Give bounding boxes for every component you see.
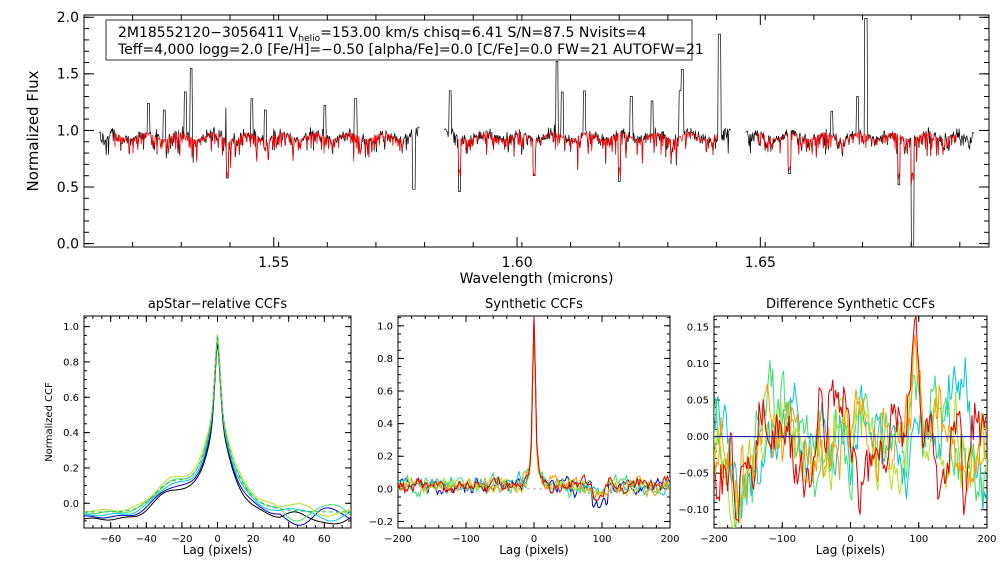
x-axis-label: Wavelength (microns) <box>460 271 614 287</box>
y-tick-label: 0.15 <box>687 322 709 333</box>
y-tick-label: 0.5 <box>57 180 79 196</box>
model-spectrum-chip-1 <box>114 131 405 179</box>
diff-series-diff-5 <box>714 316 987 524</box>
x-tick-label: 1.65 <box>745 255 776 271</box>
x-tick-label: 200 <box>977 534 996 545</box>
x-tick-label: 200 <box>660 534 679 545</box>
x-axis-label: Lag (pixels) <box>183 543 253 557</box>
ccf-series-ccf-1 <box>84 342 351 525</box>
apstar-ccf-panel: −60 −40 −20 0 20 40 60 0.0 0.2 0.4 0.6 0.8 1.0 Lag (p… <box>44 297 352 557</box>
star-id: 2M18552120−3056411 <box>118 25 289 41</box>
plot-frame <box>83 14 990 248</box>
y-tick-label: 0.2 <box>377 452 393 463</box>
y-tick-label: 0.05 <box>687 396 709 407</box>
x-tick-label: 100 <box>592 534 611 545</box>
diff-series-diff-4 <box>714 334 987 512</box>
y-tick-label: 0.4 <box>377 419 393 430</box>
y-tick-label: 0.2 <box>63 463 79 474</box>
x-tick-label: 1.55 <box>258 255 289 271</box>
y-tick-label: 0.4 <box>63 428 79 439</box>
ccf-series-visit-1 <box>398 324 670 509</box>
x-axis-label: Lag (pixels) <box>499 543 569 557</box>
y-tick-label: 0.8 <box>63 357 79 368</box>
x-tick-label: 0 <box>214 534 220 545</box>
y-axis-label: Normalized Flux <box>24 70 42 191</box>
y-tick-label: 1.5 <box>57 67 79 83</box>
panel-title: Synthetic CCFs <box>485 297 583 312</box>
x-tick-label: −60 <box>100 534 121 545</box>
y-tick-label: 0.0 <box>63 499 79 510</box>
x-tick-label: 1.60 <box>501 255 532 271</box>
vhelio-subscript: helio <box>298 34 320 44</box>
x-axis-label: Lag (pixels) <box>816 543 886 557</box>
ccf-series-visit-4 <box>398 329 670 498</box>
x-tick-label: 40 <box>282 534 295 545</box>
spectrum-panel: 1.55 1.60 1.65 0.0 0.5 1.0 1.5 2.0 Wavelength (m… <box>24 10 990 287</box>
ccf-series-ccf-3 <box>84 336 351 522</box>
y-tick-label: 0.6 <box>63 393 79 404</box>
y-tick-label: 1.0 <box>63 322 79 333</box>
x-tick-label: 100 <box>909 534 928 545</box>
ccf-series-ccf-2 <box>84 339 351 526</box>
x-tick-label: 0 <box>847 534 853 545</box>
y-tick-label: −0.2 <box>369 517 393 528</box>
info-line-1: 2M18552120−3056411 Vhelio=153.00 km/s ch… <box>118 25 646 44</box>
model-spectrum-chip-2 <box>457 131 718 180</box>
y-tick-label: 1.0 <box>377 321 393 332</box>
x-tick-label: −20 <box>171 534 192 545</box>
x-tick-label: −40 <box>136 534 157 545</box>
y-tick-label: 0.8 <box>377 354 393 365</box>
y-tick-label: 0.00 <box>687 432 709 443</box>
synthetic-ccf-panel: −200 −100 0 100 200 −0.2 0.0 0.2 0.4 0.6 0.8 1.0 Lag… <box>369 297 680 557</box>
plot-frame <box>83 315 352 529</box>
y-tick-label: 2.0 <box>57 10 79 26</box>
y-tick-label: 0.0 <box>57 237 79 253</box>
info-line-2: Teff=4,000 logg=2.0 [Fe/H]=−0.50 [alpha/… <box>117 42 704 58</box>
x-tick-label: 60 <box>318 534 331 545</box>
observed-spectrum-chip-1 <box>98 67 420 190</box>
y-tick-label: 0.6 <box>377 387 393 398</box>
ccf-series-visit-6 <box>398 316 670 501</box>
ccf-traces <box>84 334 351 526</box>
spectrum-traces <box>98 18 975 247</box>
ccf-series-model <box>84 335 351 513</box>
y-axis-label: Normalized CCF <box>44 382 55 462</box>
x-tick-label: −200 <box>384 534 411 545</box>
model-spectrum-chip-3 <box>756 131 957 185</box>
fit-stats: =153.00 km/s chisq=6.41 S/N=87.5 Nvisits… <box>320 25 646 41</box>
y-tick-label: −0.10 <box>678 505 709 516</box>
ccf-series-ccf-4 <box>84 335 351 522</box>
info-box <box>105 19 693 61</box>
panel-title: Difference Synthetic CCFs <box>766 297 935 312</box>
x-tick-label: −100 <box>769 534 796 545</box>
diff-traces <box>714 316 987 528</box>
ccf-traces <box>398 316 670 509</box>
y-tick-label: −0.05 <box>678 469 709 480</box>
ccf-series-ccf-5 <box>84 334 351 517</box>
x-tick-label: 0 <box>531 534 537 545</box>
y-tick-label: 1.0 <box>57 123 79 139</box>
difference-ccf-panel: −200 −100 0 100 200 −0.10 −0.05 0.00 0.05 0.10 0.1… <box>678 297 996 557</box>
x-tick-label: 20 <box>247 534 260 545</box>
vhelio-symbol: V <box>289 25 299 41</box>
panel-title: apStar−relative CCFs <box>148 297 288 312</box>
x-tick-label: −200 <box>700 534 727 545</box>
y-tick-label: 0.10 <box>687 359 709 370</box>
x-tick-label: −100 <box>452 534 479 545</box>
y-tick-label: 0.0 <box>377 484 393 495</box>
